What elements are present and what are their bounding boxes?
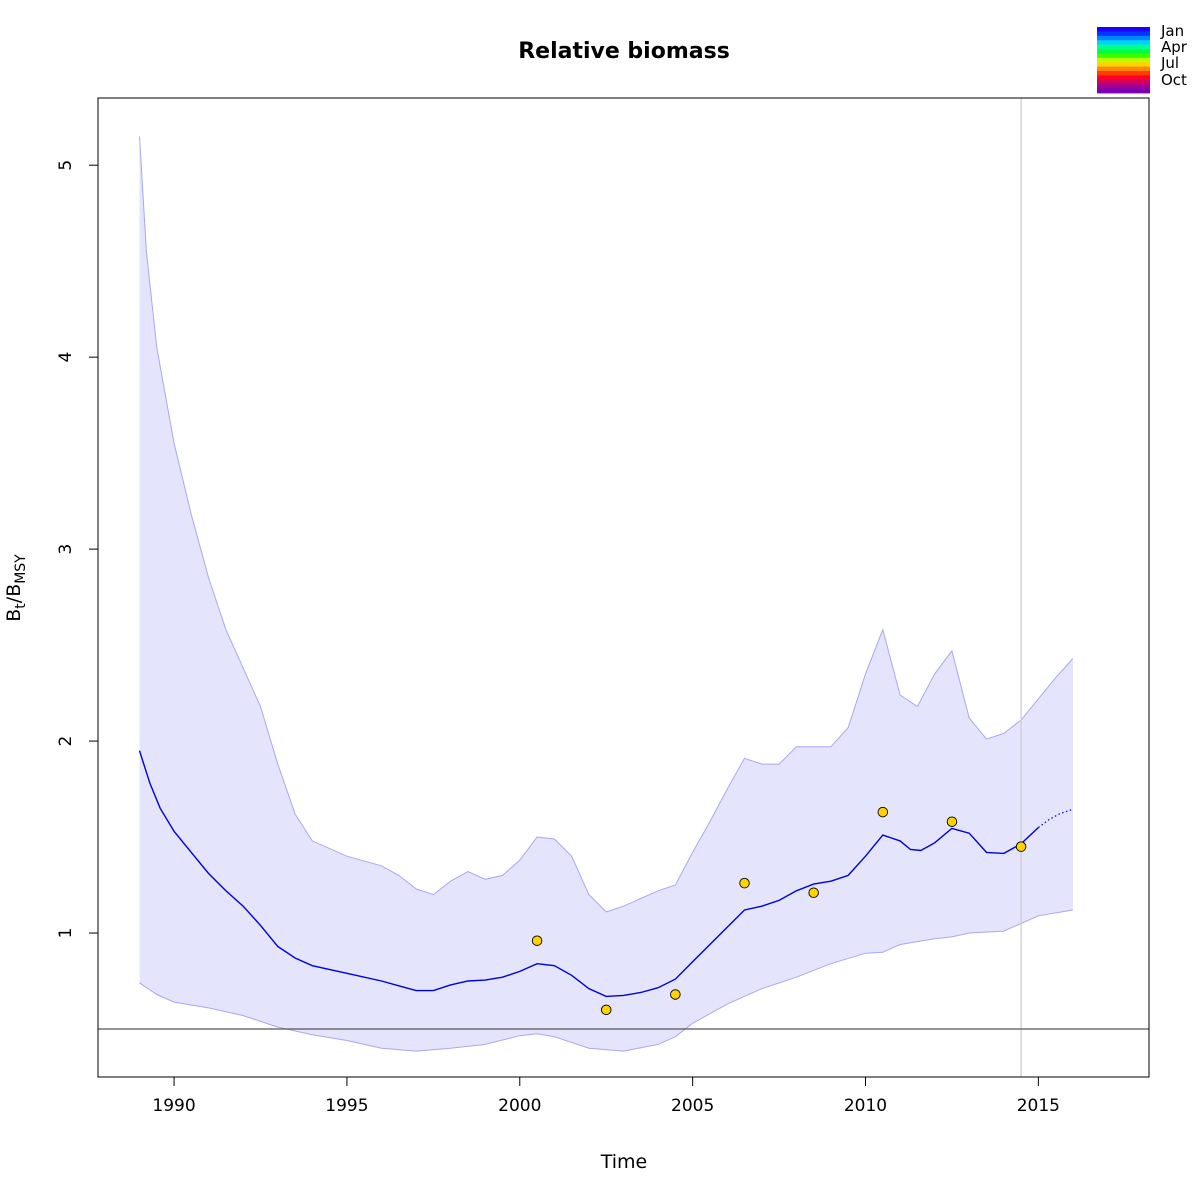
x-tick-label: 2005 bbox=[671, 1096, 714, 1116]
x-axis: 1990 1995 2000 2005 2010 2015 bbox=[152, 1077, 1060, 1116]
y-axis-title-sep: /B bbox=[3, 584, 25, 603]
y-tick-label: 2 bbox=[56, 736, 76, 747]
legend-color-swatch bbox=[1097, 44, 1150, 50]
observation-point bbox=[600, 1004, 612, 1016]
y-tick-label: 5 bbox=[56, 160, 76, 171]
legend-label: Apr bbox=[1161, 38, 1188, 56]
observation-point bbox=[808, 887, 819, 898]
x-tick-label: 1990 bbox=[152, 1096, 195, 1116]
observation-point bbox=[531, 935, 543, 946]
legend-label: Jan bbox=[1160, 22, 1184, 40]
plot-frame bbox=[97, 97, 1150, 1078]
legend-color-swatch bbox=[1097, 62, 1150, 67]
legend-color-swatch bbox=[1097, 49, 1150, 54]
observation-point bbox=[877, 806, 889, 818]
estimate-line bbox=[138, 750, 1039, 998]
y-axis-title-sub1: t bbox=[13, 603, 29, 609]
legend-label: Oct bbox=[1161, 71, 1187, 89]
observation-point bbox=[670, 989, 681, 1000]
legend-color-swatch bbox=[1097, 66, 1150, 72]
legend-color-swatch bbox=[1097, 57, 1150, 63]
observation-point bbox=[739, 877, 750, 889]
y-tick-label: 4 bbox=[56, 352, 76, 363]
y-tick-label: 3 bbox=[56, 544, 76, 555]
y-axis-title-sub2: MSY bbox=[13, 554, 29, 584]
legend-color-swatch bbox=[1097, 53, 1150, 59]
x-tick-label: 2010 bbox=[844, 1096, 887, 1116]
legend-color-swatch bbox=[1097, 31, 1150, 37]
confidence-band-upper bbox=[139, 136, 1074, 913]
x-tick-label: 1995 bbox=[325, 1096, 368, 1116]
legend-color-swatch bbox=[1097, 79, 1150, 85]
legend-color-swatch bbox=[1097, 40, 1150, 45]
y-axis-title-main: B bbox=[3, 609, 25, 622]
x-tick-label: 2000 bbox=[498, 1096, 541, 1116]
confidence-band-lower bbox=[139, 909, 1073, 1052]
chart-title: Relative biomass bbox=[518, 39, 730, 64]
confidence-band bbox=[139, 136, 1073, 1052]
legend-label: Jul bbox=[1160, 54, 1179, 72]
legend-color-swatch bbox=[1097, 27, 1150, 32]
observation-point bbox=[1015, 841, 1027, 852]
legend-color-swatch bbox=[1097, 88, 1150, 94]
observation-point bbox=[946, 816, 958, 827]
prediction-line bbox=[1038, 808, 1074, 828]
y-tick-label: 1 bbox=[56, 928, 76, 939]
legend-color-swatch bbox=[1097, 75, 1150, 81]
legend-color-swatch bbox=[1097, 35, 1150, 41]
plot-area bbox=[98, 98, 1149, 1077]
x-tick-label: 2015 bbox=[1017, 1096, 1060, 1116]
x-axis-title: Time bbox=[600, 1151, 648, 1173]
legend-color-swatch bbox=[1097, 84, 1150, 89]
y-axis-title: Bt/BMSY bbox=[3, 554, 29, 622]
y-axis: 1 2 3 4 5 bbox=[56, 160, 98, 939]
legend-color-swatch bbox=[1097, 71, 1150, 76]
